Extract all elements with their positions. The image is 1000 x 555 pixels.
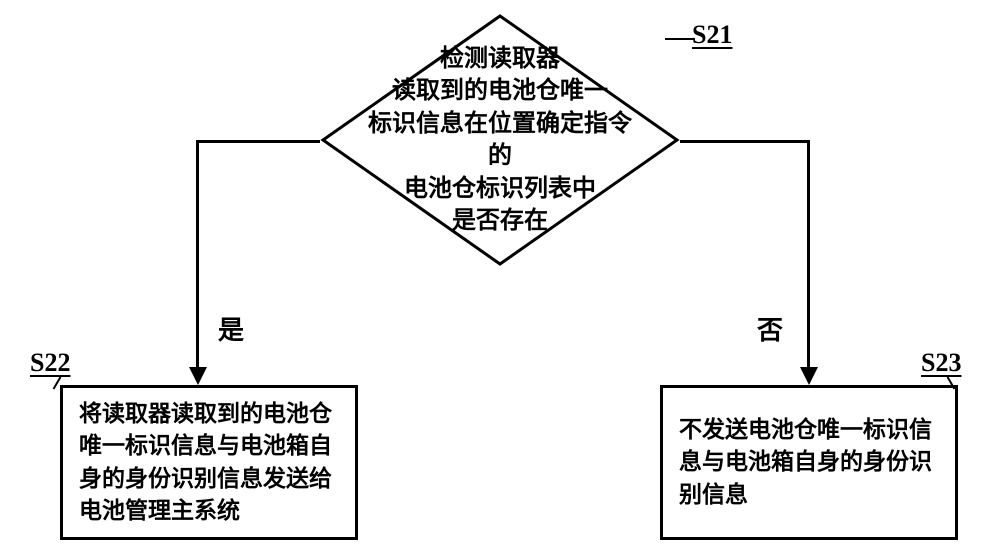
- decision-node: 检测读取器读取到的电池仓唯一标识信息在位置确定指令的电池仓标识列表中是否存在: [320, 13, 680, 267]
- yes-line-horizontal: [199, 140, 320, 143]
- no-arrowhead: [800, 367, 818, 385]
- decision-text: 检测读取器读取到的电池仓唯一标识信息在位置确定指令的电池仓标识列表中是否存在: [360, 43, 640, 237]
- process-box-left: 将读取器读取到的电池仓唯一标识信息与电池箱自身的身份识别信息发送给电池管理主系统: [60, 385, 358, 540]
- s22-label: S22: [30, 348, 70, 378]
- no-label: 否: [757, 310, 783, 347]
- no-line-vertical: [807, 140, 810, 367]
- no-line-horizontal: [680, 140, 810, 143]
- yes-label: 是: [218, 310, 244, 347]
- process-box-left-text: 将读取器读取到的电池仓唯一标识信息与电池箱自身的身份识别信息发送给电池管理主系统: [79, 398, 339, 527]
- yes-arrowhead: [189, 367, 207, 385]
- yes-line-vertical: [196, 140, 199, 367]
- process-box-right: 不发送电池仓唯一标识信息与电池箱自身的身份识别信息: [660, 385, 958, 540]
- s21-connector-line: [665, 38, 695, 40]
- s21-label: S21: [692, 20, 732, 50]
- s23-label: S23: [921, 348, 961, 378]
- process-box-right-text: 不发送电池仓唯一标识信息与电池箱自身的身份识别信息: [679, 414, 939, 511]
